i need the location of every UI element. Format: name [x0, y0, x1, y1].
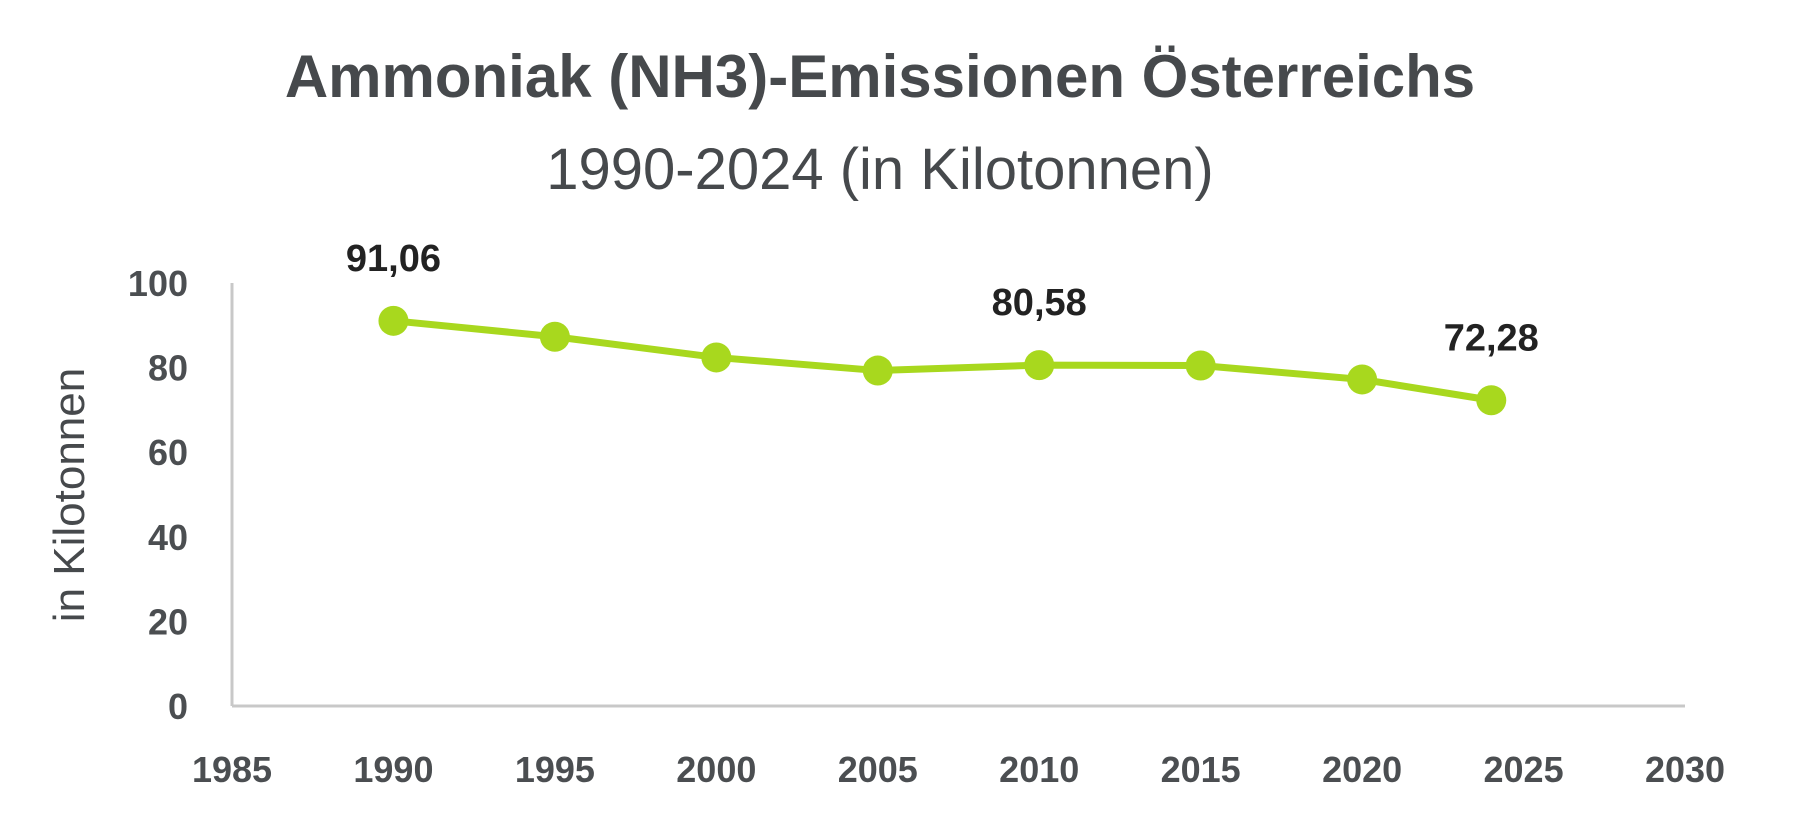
series-line: [389, 317, 1495, 404]
x-tick-label: 1985: [192, 749, 272, 790]
y-tick-label: 20: [148, 601, 188, 642]
data-label: 72,28: [1444, 317, 1539, 359]
data-point: [1476, 385, 1507, 416]
data-point: [378, 305, 409, 336]
x-tick-label: 2025: [1484, 749, 1564, 790]
x-tick-label: 2030: [1645, 749, 1725, 790]
y-tick-label: 0: [168, 686, 188, 727]
data-point: [862, 355, 893, 386]
x-tick-label: 2015: [1161, 749, 1241, 790]
y-tick-label: 100: [128, 263, 188, 304]
data-point: [701, 342, 732, 373]
chart-title: Ammoniak (NH3)-Emissionen Österreichs: [284, 43, 1476, 110]
chart-subtitle: 1990-2024 (in Kilotonnen): [546, 137, 1214, 202]
data-point: [1347, 364, 1378, 395]
x-tick-label: 2010: [999, 749, 1079, 790]
x-tick-label: 2000: [676, 749, 756, 790]
x-tick-label: 1995: [515, 749, 595, 790]
data-point: [539, 321, 570, 352]
data-label: 91,06: [346, 238, 441, 280]
y-tick-label: 80: [148, 348, 188, 389]
x-tick-label: 2020: [1322, 749, 1402, 790]
x-tick-label: 2005: [838, 749, 918, 790]
y-tick-label: 40: [148, 517, 188, 558]
data-point: [1024, 350, 1055, 381]
data-point: [1185, 350, 1216, 381]
x-tick-label: 1990: [353, 749, 433, 790]
data-label: 80,58: [992, 282, 1087, 324]
y-axis-label: in Kilotonnen: [45, 368, 94, 622]
y-tick-label: 60: [148, 432, 188, 473]
